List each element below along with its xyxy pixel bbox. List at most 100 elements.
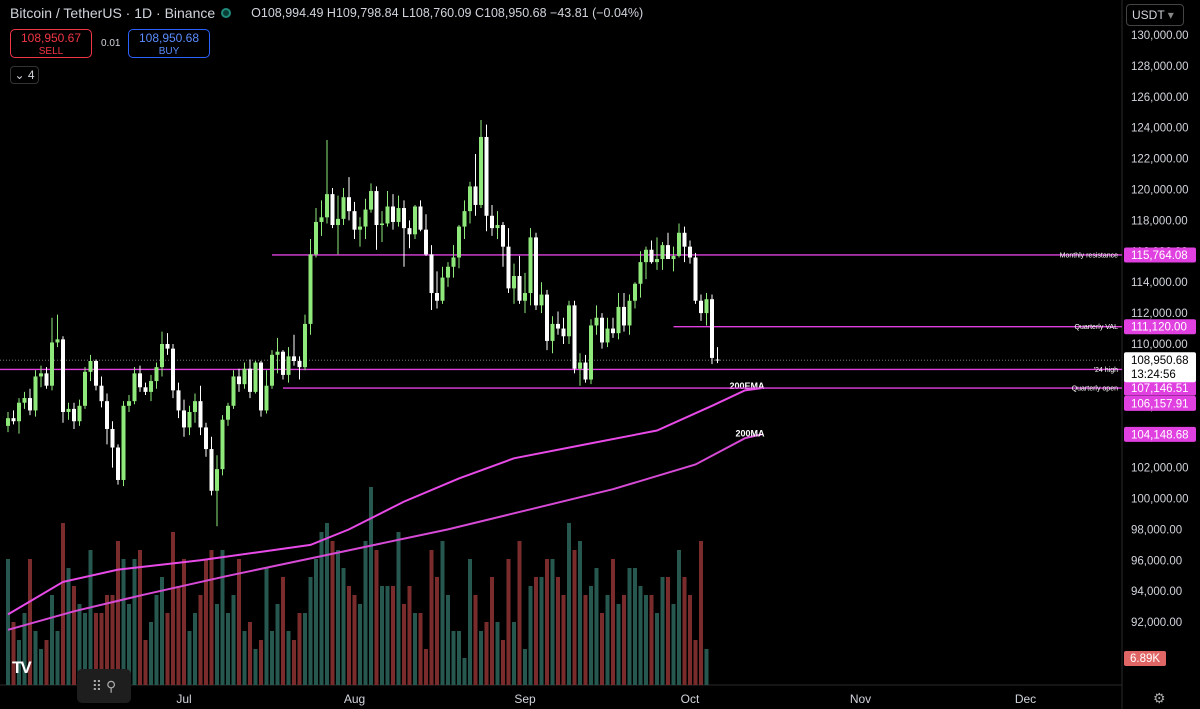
volume-bar [6, 559, 10, 685]
candle-body [286, 356, 291, 375]
candle-body [385, 206, 390, 224]
price-tick-label: 112,000.00 [1131, 308, 1188, 320]
volume-bar [440, 541, 445, 685]
volume-bar [55, 631, 60, 685]
indicators-collapse-button[interactable]: ⌄ 4 [10, 66, 39, 84]
volume-bar [83, 613, 87, 685]
candle-body [682, 232, 687, 247]
candle-body [435, 293, 439, 301]
volume-bar [594, 568, 599, 685]
volume-bar [545, 559, 549, 685]
volume-bar [358, 604, 362, 685]
candle-body [314, 221, 318, 255]
candle-body [539, 294, 544, 306]
candle-body [352, 211, 357, 230]
candle-body [242, 368, 247, 385]
candle-body [182, 410, 186, 428]
volume-bar [391, 586, 395, 685]
volume-bar [61, 523, 65, 685]
last-price-badge-bg [1124, 352, 1196, 383]
candle-body [61, 339, 65, 412]
price-tick-label: 102,000.00 [1131, 463, 1189, 475]
volume-bar [314, 559, 318, 685]
candle-body [259, 362, 263, 411]
volume-bar [50, 595, 54, 685]
candle-body [116, 447, 120, 480]
volume-bar [600, 613, 604, 685]
volume-bar [11, 622, 16, 685]
volume-badge-bg [1124, 651, 1166, 666]
candle-body [660, 245, 665, 260]
volume-bar [325, 523, 329, 685]
volume-bar [66, 568, 71, 685]
buy-button[interactable]: 108,950.68 BUY [128, 29, 210, 58]
candle-body [528, 237, 533, 294]
candle-body [143, 387, 148, 392]
candle-body [556, 323, 560, 329]
volume-bar [275, 604, 280, 685]
volume-bar [88, 550, 93, 685]
candle-body [380, 223, 384, 226]
candle-body [501, 225, 505, 247]
sell-button[interactable]: 108,950.67 SELL [10, 29, 92, 58]
candle-body [292, 356, 296, 361]
volume-bar [556, 577, 560, 685]
candle-body [33, 376, 38, 411]
candle-body [215, 469, 219, 491]
candle-body [149, 381, 153, 392]
price-tick-label: 110,000.00 [1131, 339, 1188, 351]
volume-bar [490, 577, 494, 685]
volume-bar [512, 622, 516, 685]
volume-bar [231, 595, 236, 685]
candle-body [517, 276, 522, 301]
candle-body [715, 359, 720, 361]
candle-body [649, 249, 654, 263]
price-tick-label: 114,000.00 [1131, 277, 1188, 289]
volume-bar [286, 631, 291, 685]
drag-handle-icon[interactable]: ⠿ ⚲ [77, 669, 131, 703]
symbol-title[interactable]: Bitcoin / TetherUS · 1D · Binance [10, 5, 216, 21]
currency-select[interactable]: USDT ▾ [1126, 4, 1184, 26]
candle-body [473, 186, 478, 205]
candle-body [594, 317, 599, 326]
gear-icon[interactable]: ⚙ [1153, 690, 1166, 706]
ohlc-values: O108,994.49 H109,798.84 L108,760.09 C108… [251, 6, 644, 20]
level-price-badge: 107,146.51 [1131, 383, 1189, 395]
candle-body [50, 342, 54, 386]
volume-bar [99, 613, 104, 685]
volume-bar [33, 631, 38, 685]
candle-body [446, 266, 450, 278]
candle-body [297, 360, 302, 368]
volume-bar [22, 613, 27, 685]
volume-bar [171, 532, 175, 685]
volume-bar [374, 550, 379, 685]
volume-bar [187, 631, 192, 685]
candle-body [462, 211, 467, 227]
volume-bar [160, 577, 164, 685]
volume-bar [44, 640, 49, 685]
volume-bar [237, 559, 241, 685]
candle-body [589, 325, 593, 380]
candle-body [220, 419, 225, 470]
candle-body [303, 323, 307, 368]
buy-label: BUY [158, 46, 180, 57]
volume-bar [215, 604, 219, 685]
ema200-line [7, 387, 762, 616]
volume-bar [501, 640, 505, 685]
candle-body [424, 229, 428, 255]
volume-bar [363, 541, 368, 685]
candle-body [193, 401, 197, 412]
candle-body [699, 300, 703, 314]
candle-body [105, 401, 109, 429]
sell-price: 108,950.67 [20, 31, 82, 45]
candle-body [534, 237, 538, 306]
candle-body [187, 411, 192, 428]
level-label: '24 high [1094, 367, 1118, 374]
level-price-badge: 111,120.00 [1131, 322, 1187, 334]
ma200-label: 200MA [736, 428, 766, 438]
volume-bar [627, 568, 632, 685]
volume-bar [127, 604, 131, 685]
price-tick-label: 124,000.00 [1131, 123, 1189, 135]
volume-bar [39, 649, 43, 685]
